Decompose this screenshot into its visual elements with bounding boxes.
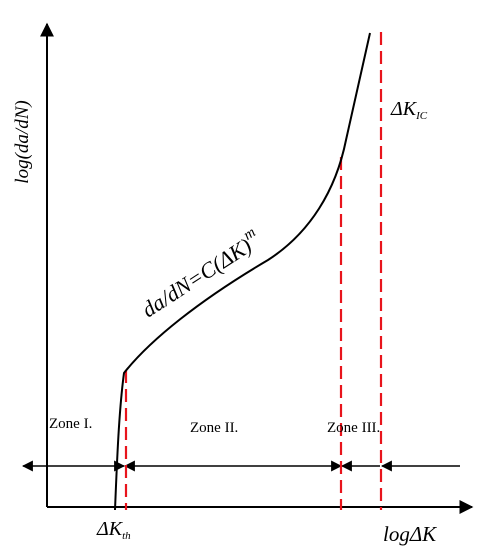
k-th-subscript: th (122, 530, 131, 542)
x-axis-label: logΔK (383, 522, 437, 546)
k-ic-label: ΔKIC (390, 98, 428, 122)
zone-3-label: Zone III. (327, 420, 380, 436)
equation-lhs: da/dN=C( (137, 251, 228, 322)
k-th-label: ΔKth (96, 518, 131, 542)
k-th-main: ΔK (96, 518, 124, 540)
zone-1-label: Zone I. (49, 416, 92, 432)
y-axis-label: log(da/dN) (12, 100, 33, 183)
k-ic-subscript: IC (415, 110, 428, 122)
zone-2-label: Zone II. (190, 420, 238, 436)
crack-growth-curve (114, 32, 371, 511)
k-ic-main: ΔK (390, 98, 418, 120)
